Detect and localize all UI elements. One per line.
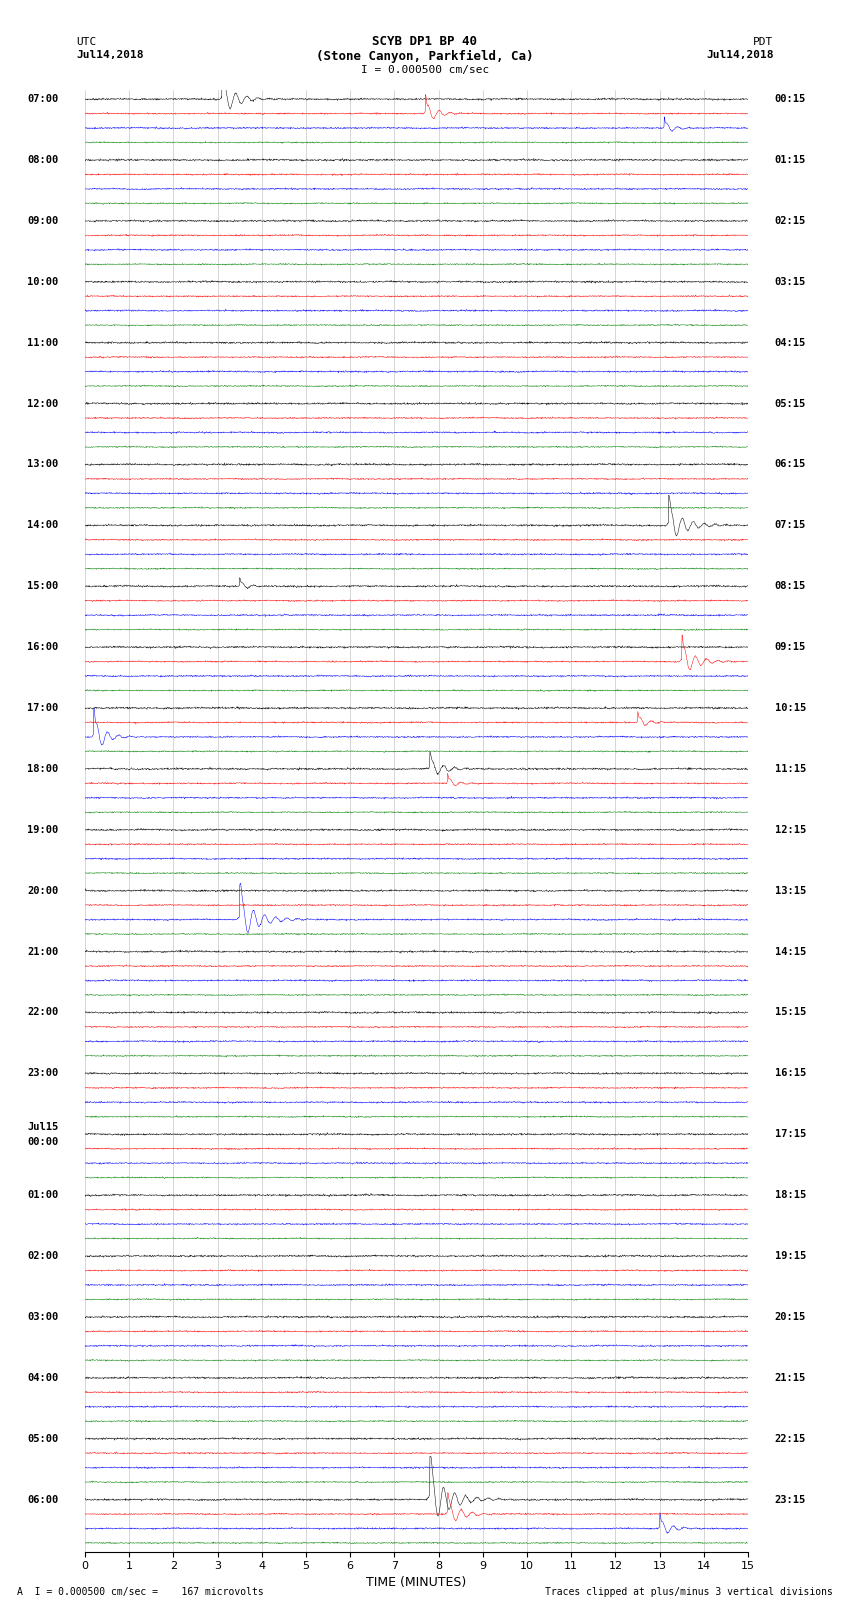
Text: 19:15: 19:15 xyxy=(774,1252,806,1261)
Text: Jul14,2018: Jul14,2018 xyxy=(76,50,144,60)
Text: 06:00: 06:00 xyxy=(27,1495,59,1505)
Text: 04:00: 04:00 xyxy=(27,1373,59,1382)
Text: (Stone Canyon, Parkfield, Ca): (Stone Canyon, Parkfield, Ca) xyxy=(316,50,534,63)
Text: 21:00: 21:00 xyxy=(27,947,59,957)
X-axis label: TIME (MINUTES): TIME (MINUTES) xyxy=(366,1576,467,1589)
Text: 17:00: 17:00 xyxy=(27,703,59,713)
Text: 13:15: 13:15 xyxy=(774,886,806,895)
Text: 07:00: 07:00 xyxy=(27,94,59,105)
Text: 21:15: 21:15 xyxy=(774,1373,806,1382)
Text: 03:00: 03:00 xyxy=(27,1311,59,1323)
Text: 12:15: 12:15 xyxy=(774,824,806,836)
Text: 16:15: 16:15 xyxy=(774,1068,806,1079)
Text: 02:00: 02:00 xyxy=(27,1252,59,1261)
Text: 23:00: 23:00 xyxy=(27,1068,59,1079)
Text: 05:00: 05:00 xyxy=(27,1434,59,1444)
Text: 04:15: 04:15 xyxy=(774,337,806,348)
Text: 09:15: 09:15 xyxy=(774,642,806,652)
Text: A  I = 0.000500 cm/sec =    167 microvolts: A I = 0.000500 cm/sec = 167 microvolts xyxy=(17,1587,264,1597)
Text: 05:15: 05:15 xyxy=(774,398,806,408)
Text: 00:00: 00:00 xyxy=(27,1137,59,1147)
Text: 18:00: 18:00 xyxy=(27,765,59,774)
Text: 14:00: 14:00 xyxy=(27,521,59,531)
Text: 03:15: 03:15 xyxy=(774,277,806,287)
Text: 08:00: 08:00 xyxy=(27,155,59,165)
Text: 01:00: 01:00 xyxy=(27,1190,59,1200)
Text: Jul15: Jul15 xyxy=(27,1123,59,1132)
Text: 11:00: 11:00 xyxy=(27,337,59,348)
Text: 15:00: 15:00 xyxy=(27,581,59,592)
Text: 18:15: 18:15 xyxy=(774,1190,806,1200)
Text: 17:15: 17:15 xyxy=(774,1129,806,1139)
Text: 19:00: 19:00 xyxy=(27,824,59,836)
Text: Traces clipped at plus/minus 3 vertical divisions: Traces clipped at plus/minus 3 vertical … xyxy=(545,1587,833,1597)
Text: 07:15: 07:15 xyxy=(774,521,806,531)
Text: 10:00: 10:00 xyxy=(27,277,59,287)
Text: 00:15: 00:15 xyxy=(774,94,806,105)
Text: 11:15: 11:15 xyxy=(774,765,806,774)
Text: UTC: UTC xyxy=(76,37,97,47)
Text: 01:15: 01:15 xyxy=(774,155,806,165)
Text: 15:15: 15:15 xyxy=(774,1008,806,1018)
Text: Jul14,2018: Jul14,2018 xyxy=(706,50,774,60)
Text: 10:15: 10:15 xyxy=(774,703,806,713)
Text: 08:15: 08:15 xyxy=(774,581,806,592)
Text: 20:15: 20:15 xyxy=(774,1311,806,1323)
Text: I = 0.000500 cm/sec: I = 0.000500 cm/sec xyxy=(361,65,489,74)
Text: 12:00: 12:00 xyxy=(27,398,59,408)
Text: 06:15: 06:15 xyxy=(774,460,806,469)
Text: 13:00: 13:00 xyxy=(27,460,59,469)
Text: 22:00: 22:00 xyxy=(27,1008,59,1018)
Text: PDT: PDT xyxy=(753,37,774,47)
Text: 23:15: 23:15 xyxy=(774,1495,806,1505)
Text: 22:15: 22:15 xyxy=(774,1434,806,1444)
Text: SCYB DP1 BP 40: SCYB DP1 BP 40 xyxy=(372,35,478,48)
Text: 09:00: 09:00 xyxy=(27,216,59,226)
Text: 14:15: 14:15 xyxy=(774,947,806,957)
Text: 20:00: 20:00 xyxy=(27,886,59,895)
Text: 16:00: 16:00 xyxy=(27,642,59,652)
Text: 02:15: 02:15 xyxy=(774,216,806,226)
